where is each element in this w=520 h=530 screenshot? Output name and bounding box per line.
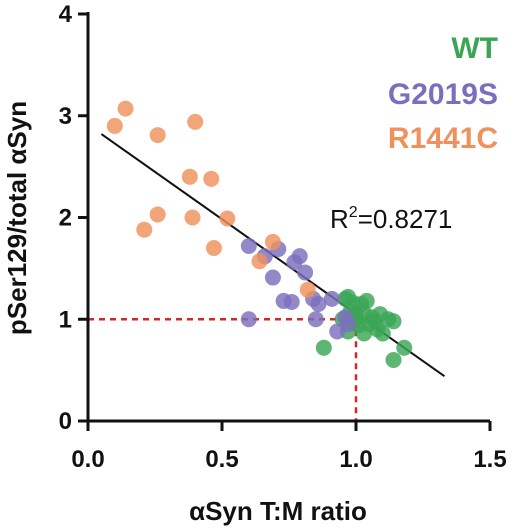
r-squared-exponent: 2 [349, 204, 358, 221]
data-point-r1441c-14 [299, 281, 316, 298]
x-tick-label-1: 0.0 [71, 446, 104, 473]
regression-line [100, 133, 446, 378]
regression-line-group [100, 133, 446, 378]
x-tick-label-4: 1.5 [473, 446, 506, 473]
y-tick-label-3: 2 [59, 205, 72, 232]
x-tick-label-2: 0.5 [205, 446, 238, 473]
y-tick-label-2: 1 [59, 306, 72, 333]
legend-item-r1441c: R1441C [388, 122, 498, 155]
data-point-wt-20 [385, 313, 402, 330]
legend-item-g2019s: G2019S [388, 78, 498, 111]
data-point-r1441c-2 [117, 100, 134, 117]
data-point-r1441c-3 [149, 127, 166, 144]
legend-item-wt: WT [451, 32, 498, 65]
data-point-g2019s-7 [283, 293, 300, 310]
data-point-r1441c-13 [251, 253, 268, 270]
data-point-r1441c-1 [106, 117, 123, 134]
data-point-wt-21 [315, 339, 332, 356]
data-point-g2019s-13 [310, 295, 327, 312]
data-point-wt-22 [385, 351, 402, 368]
data-point-r1441c-5 [181, 168, 198, 185]
data-points [106, 100, 413, 368]
data-point-r1441c-9 [219, 210, 236, 227]
data-point-wt-18 [356, 325, 373, 342]
r-squared-prefix: R [330, 204, 349, 234]
data-point-g2019s-4 [264, 269, 281, 286]
data-point-r1441c-7 [149, 206, 166, 223]
data-point-r1441c-6 [203, 170, 220, 187]
data-point-wt-5 [358, 292, 375, 309]
data-point-g2019s-10 [297, 264, 314, 281]
data-point-g2019s-14 [323, 290, 340, 307]
legend: WT G2019S R1441C [388, 32, 498, 155]
data-point-g2019s-12 [307, 311, 324, 328]
data-point-r1441c-4 [187, 113, 204, 130]
data-point-g2019s-9 [291, 248, 308, 265]
data-point-g2019s-2 [240, 237, 257, 254]
y-axis-title: pSer129/total αSyn [2, 101, 32, 335]
r-squared-value: =0.8271 [358, 204, 453, 234]
data-point-g2019s-1 [240, 311, 257, 328]
data-point-wt-19 [374, 325, 391, 342]
y-tick-label-5: 4 [59, 1, 73, 28]
data-point-r1441c-10 [136, 221, 153, 238]
data-point-wt-25 [366, 313, 383, 330]
r-squared-annotation: R2=0.8271 [330, 204, 452, 234]
x-tick-label-3: 1.0 [339, 446, 372, 473]
data-point-wt-23 [396, 339, 413, 356]
data-point-g2019s-17 [339, 316, 356, 333]
data-point-r1441c-12 [264, 233, 281, 250]
axes [78, 12, 492, 431]
reference-lines [88, 318, 358, 421]
data-point-r1441c-11 [205, 240, 222, 257]
data-point-r1441c-8 [184, 209, 201, 226]
y-tick-label-4: 3 [59, 103, 72, 130]
y-tick-label-1: 0 [59, 408, 72, 435]
tick-labels: 0.0 0.5 1.0 1.5 0 1 2 3 4 [59, 1, 507, 473]
x-axis-title: αSyn T:M ratio [189, 496, 367, 526]
